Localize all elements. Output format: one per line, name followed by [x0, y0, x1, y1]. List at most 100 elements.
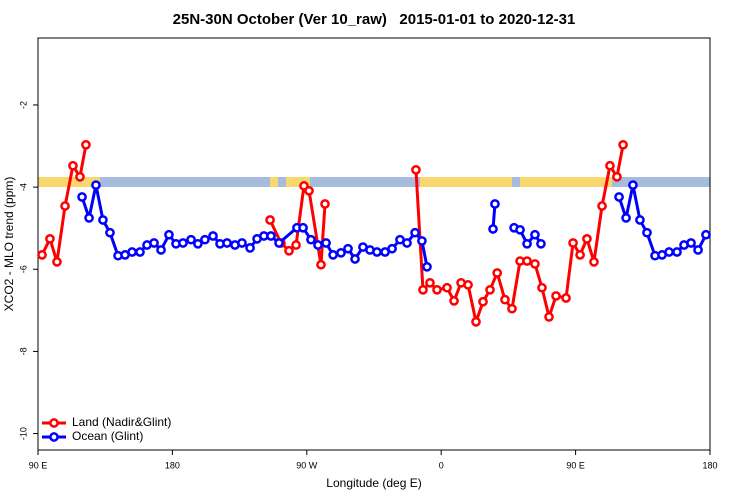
- data-point: [485, 284, 495, 295]
- data-point: [522, 256, 532, 266]
- x-tick-label: 180: [702, 460, 717, 470]
- data-point: [635, 215, 645, 225]
- data-point: [411, 165, 421, 175]
- data-point: [478, 296, 488, 307]
- data-point: [336, 247, 346, 258]
- data-point: [537, 282, 547, 293]
- data-point: [463, 280, 473, 290]
- data-point: [237, 238, 247, 248]
- data-point: [298, 222, 308, 233]
- data-point: [387, 243, 397, 254]
- data-point: [568, 238, 578, 248]
- data-point: [135, 247, 145, 257]
- legend-marker: [49, 432, 59, 442]
- data-point: [60, 201, 70, 211]
- data-point: [471, 316, 481, 327]
- x-axis-label: Longitude (deg E): [326, 476, 421, 490]
- data-point: [313, 240, 323, 250]
- data-point: [321, 238, 331, 248]
- y-axis-label: XCO2 - MLO trend (ppm): [2, 177, 16, 312]
- data-point: [343, 243, 353, 254]
- data-point: [490, 199, 500, 209]
- data-point: [530, 229, 540, 240]
- data-point: [492, 268, 503, 278]
- legend-marker: [49, 418, 59, 428]
- data-point: [84, 213, 94, 223]
- data-point: [274, 238, 284, 248]
- data-point: [418, 284, 428, 295]
- data-point: [488, 224, 498, 234]
- data-point: [575, 250, 585, 260]
- data-point: [306, 234, 316, 245]
- data-point: [52, 257, 62, 267]
- data-point: [402, 238, 412, 248]
- data-point: [507, 303, 517, 314]
- data-point: [156, 245, 166, 255]
- band-ocean: [38, 177, 710, 187]
- data-point: [105, 227, 115, 238]
- data-point: [208, 231, 218, 241]
- data-point: [597, 201, 607, 211]
- data-point: [68, 160, 78, 171]
- x-tick-label: 90 E: [566, 460, 585, 470]
- data-point: [328, 250, 338, 260]
- data-point: [245, 243, 255, 253]
- data-point: [193, 238, 203, 249]
- data-point: [186, 234, 196, 245]
- data-point: [614, 192, 624, 202]
- band-land: [270, 177, 278, 187]
- chart-title: 25N-30N October (Ver 10_raw) 2015-01-01 …: [173, 11, 576, 28]
- data-point: [200, 234, 210, 245]
- data-point: [551, 291, 561, 301]
- data-point: [417, 236, 427, 246]
- data-point: [642, 227, 652, 238]
- data-point: [81, 139, 91, 150]
- data-point: [149, 238, 159, 248]
- data-point: [291, 240, 301, 250]
- legend-label: Ocean (Glint): [72, 429, 143, 443]
- data-point: [77, 192, 87, 202]
- data-point: [266, 231, 276, 241]
- data-point: [304, 185, 314, 196]
- y-tick-label: -4: [18, 183, 28, 191]
- data-point: [316, 259, 326, 270]
- data-point: [536, 238, 546, 249]
- data-point: [618, 139, 628, 150]
- data-point: [410, 227, 420, 238]
- y-tick-label: -6: [18, 265, 28, 273]
- data-point: [561, 293, 571, 303]
- data-point: [222, 238, 232, 248]
- data-point: [372, 247, 382, 257]
- data-point: [612, 171, 622, 182]
- data-point: [628, 180, 638, 190]
- data-point: [91, 180, 101, 190]
- legend-label: Land (Nadir&Glint): [72, 415, 171, 429]
- data-point: [500, 294, 510, 305]
- plot-frame: [37, 37, 711, 451]
- data-point: [178, 238, 188, 248]
- data-point: [522, 238, 532, 249]
- data-point: [621, 213, 631, 223]
- data-point: [320, 199, 330, 209]
- data-point: [686, 238, 696, 248]
- data-point: [449, 296, 459, 306]
- series-line: [80, 183, 708, 268]
- y-tick-label: -8: [18, 347, 28, 355]
- data-point: [422, 261, 432, 272]
- data-point: [544, 312, 554, 322]
- data-point: [350, 254, 360, 264]
- data-point: [693, 245, 703, 255]
- data-point: [515, 224, 525, 235]
- data-point: [284, 245, 294, 256]
- band-land: [520, 177, 612, 187]
- x-tick-label: 180: [165, 460, 180, 470]
- x-tick-label: 90 E: [29, 460, 48, 470]
- data-point: [98, 215, 108, 225]
- data-point: [127, 247, 137, 257]
- data-point: [530, 259, 540, 269]
- data-point: [582, 234, 592, 244]
- data-point: [265, 215, 275, 225]
- data-point: [672, 247, 682, 257]
- data-point: [589, 257, 599, 267]
